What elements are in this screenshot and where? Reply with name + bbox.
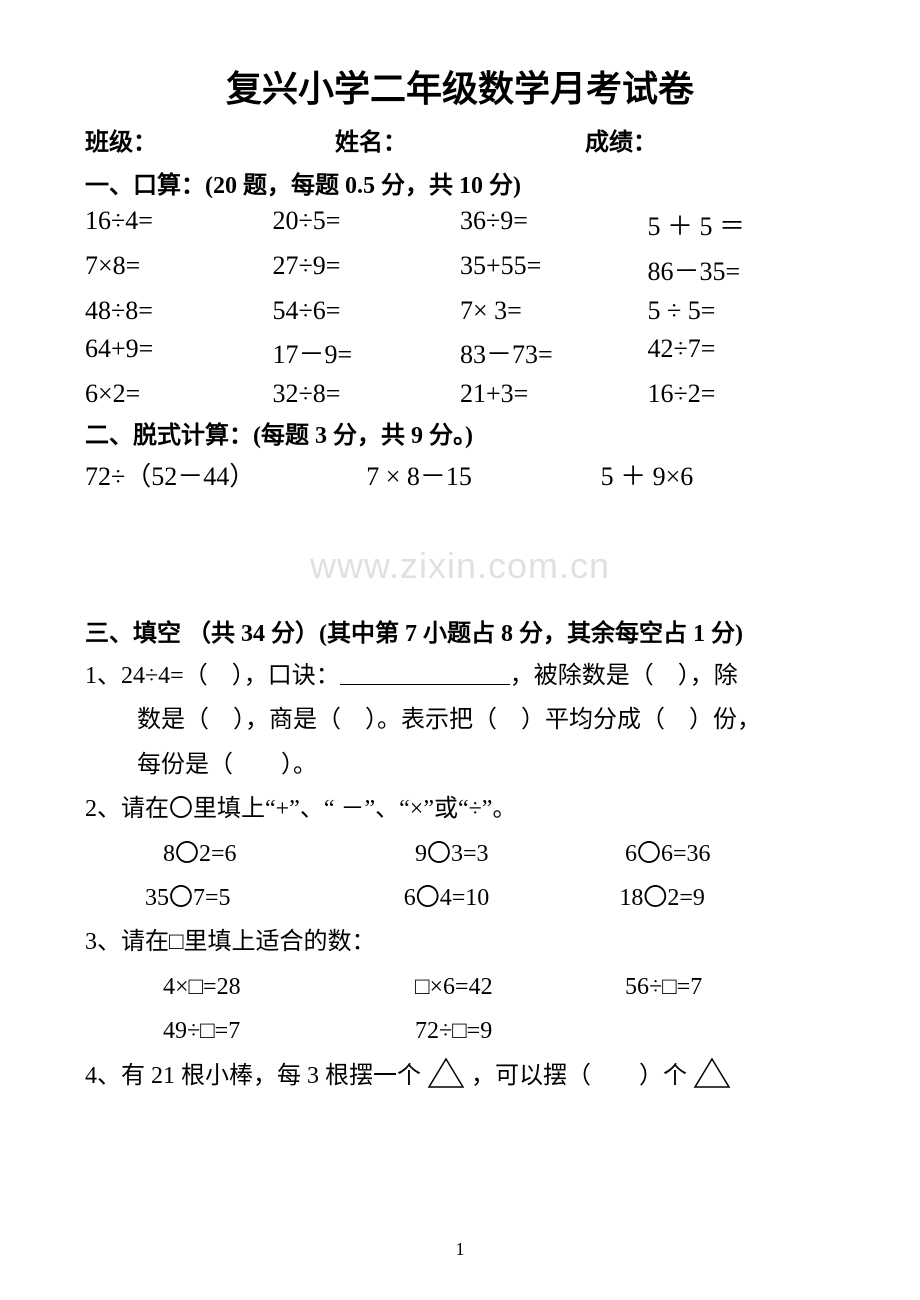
score-label: 成绩： bbox=[585, 122, 835, 157]
name-label: 姓名： bbox=[335, 122, 585, 157]
calc-cell: 35+55= bbox=[460, 251, 648, 288]
step-item: 5 ＋ 9×6 bbox=[601, 456, 835, 493]
triangle-icon bbox=[427, 1057, 465, 1104]
q2-cell: 6〇4=10 bbox=[404, 876, 620, 920]
info-row: 班级： 姓名： 成绩： bbox=[85, 122, 835, 157]
q2-cell: 6〇6=36 bbox=[625, 832, 835, 876]
step-item: 7 × 8－15 bbox=[366, 456, 600, 493]
q1-line3: 每份是（ ）。 bbox=[85, 743, 835, 787]
q2-row2: 35〇7=5 6〇4=10 18〇2=9 bbox=[85, 876, 835, 920]
step-item: 72÷（52－44） bbox=[85, 456, 366, 493]
q4a: 4、有 21 根小棒，每 3 根摆一个 bbox=[85, 1063, 427, 1089]
q1-line1: 1、24÷4=（ ），口诀： ，被除数是（ ），除 bbox=[85, 654, 835, 698]
section3-head: 三、填空 （共 34 分）(其中第 7 小题占 8 分，其余每空占 1 分) bbox=[85, 613, 835, 648]
calc-cell: 54÷6= bbox=[273, 296, 461, 326]
calc-cell: 32÷8= bbox=[273, 379, 461, 409]
calc-cell: 7× 3= bbox=[460, 296, 648, 326]
step-calc-row: 72÷（52－44） 7 × 8－15 5 ＋ 9×6 bbox=[85, 456, 835, 493]
q3-cell: 56÷□=7 bbox=[625, 965, 835, 1009]
watermark: www.zixin.com.cn bbox=[310, 545, 610, 587]
calc-cell: 5 ＋ 5 ＝ bbox=[648, 206, 836, 243]
calc-cell: 16÷4= bbox=[85, 206, 273, 243]
calc-cell: 21+3= bbox=[460, 379, 648, 409]
calc-cell: 7×8= bbox=[85, 251, 273, 288]
mental-calc-grid: 16÷4= 20÷5= 36÷9= 5 ＋ 5 ＝ 7×8= 27÷9= 35+… bbox=[85, 206, 835, 409]
q3-cell: 4×□=28 bbox=[163, 965, 415, 1009]
q3-cell: 49÷□=7 bbox=[163, 1009, 415, 1053]
section2-head: 二、脱式计算：(每题 3 分，共 9 分。) bbox=[85, 415, 835, 450]
calc-cell: 6×2= bbox=[85, 379, 273, 409]
q1b: ，被除数是（ ），除 bbox=[510, 663, 738, 689]
q2-cell: 35〇7=5 bbox=[145, 876, 404, 920]
q3-cell bbox=[625, 1009, 835, 1053]
q1a: 1、24÷4=（ ），口诀： bbox=[85, 663, 340, 689]
q2-cell: 8〇2=6 bbox=[163, 832, 415, 876]
calc-cell: 64+9= bbox=[85, 334, 273, 371]
q3-cell: 72÷□=9 bbox=[415, 1009, 625, 1053]
q3-head: 3、请在□里填上适合的数： bbox=[85, 920, 835, 964]
calc-cell: 86－35= bbox=[648, 251, 836, 288]
calc-cell: 17－9= bbox=[273, 334, 461, 371]
q2-row1: 8〇2=6 9〇3=3 6〇6=36 bbox=[85, 832, 835, 876]
section1-head: 一、口算：(20 题，每题 0.5 分，共 10 分) bbox=[85, 165, 835, 200]
q3-row1: 4×□=28 □×6=42 56÷□=7 bbox=[85, 965, 835, 1009]
calc-cell: 27÷9= bbox=[273, 251, 461, 288]
q3-cell: □×6=42 bbox=[415, 965, 625, 1009]
q4-line: 4、有 21 根小棒，每 3 根摆一个 ，可以摆（ ）个 bbox=[85, 1054, 835, 1104]
q1-line2: 数是（ ），商是（ ）。表示把（ ）平均分成（ ）份， bbox=[85, 698, 835, 742]
calc-cell: 5 ÷ 5= bbox=[648, 296, 836, 326]
calc-cell: 20÷5= bbox=[273, 206, 461, 243]
q4b: ，可以摆（ ）个 bbox=[471, 1063, 693, 1089]
page-title: 复兴小学二年级数学月考试卷 bbox=[85, 60, 835, 112]
calc-cell: 83－73= bbox=[460, 334, 648, 371]
calc-cell: 48÷8= bbox=[85, 296, 273, 326]
class-label: 班级： bbox=[85, 122, 335, 157]
q3-row2: 49÷□=7 72÷□=9 bbox=[85, 1009, 835, 1053]
triangle-icon bbox=[693, 1057, 731, 1104]
calc-cell: 16÷2= bbox=[648, 379, 836, 409]
q2-cell: 18〇2=9 bbox=[619, 876, 835, 920]
q2-head: 2、请在〇里填上“+”、“ －”、“×”或“÷”。 bbox=[85, 787, 835, 831]
calc-cell: 36÷9= bbox=[460, 206, 648, 243]
blank-underline bbox=[340, 684, 510, 685]
q2-cell: 9〇3=3 bbox=[415, 832, 625, 876]
calc-cell: 42÷7= bbox=[648, 334, 836, 371]
page-number: 1 bbox=[456, 1239, 465, 1260]
